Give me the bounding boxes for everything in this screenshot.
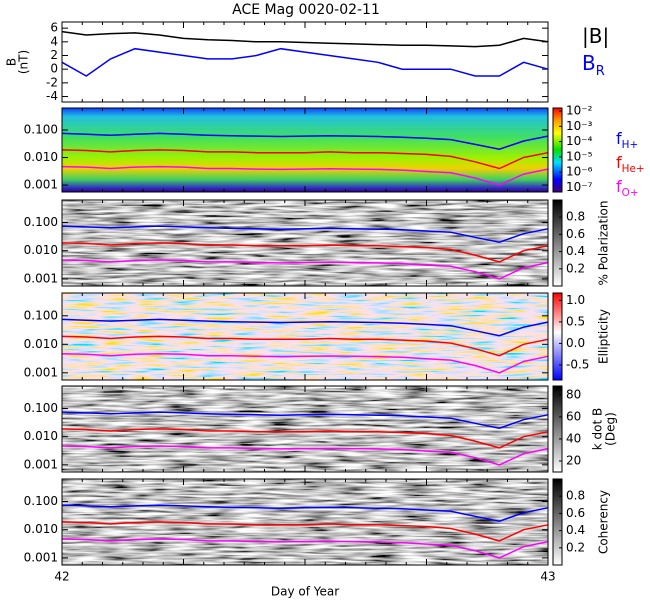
- plot-frame: [61, 478, 549, 566]
- series-line: [61, 521, 549, 542]
- plot-frame: [61, 107, 549, 193]
- y-tick-label: 0.001: [24, 457, 58, 471]
- y-tick-label: 0: [50, 62, 58, 76]
- colorbar-tick-label: 10⁻²: [566, 104, 593, 118]
- legend-subscript: He+: [622, 163, 645, 175]
- series-line: [61, 259, 549, 280]
- chart-title: ACE Mag 0020-02-11: [232, 2, 380, 18]
- colorbar-tick-label: 10⁻⁷: [566, 180, 593, 194]
- legend-subscript: R: [596, 64, 605, 79]
- colorbar-tick-label: 0.0: [566, 336, 585, 350]
- colorbar-label: k dot B: [591, 408, 605, 450]
- series-line: [61, 352, 549, 374]
- legend-name: f: [616, 177, 622, 196]
- colorbar: [552, 478, 563, 566]
- x-axis-label: Day of Year: [271, 585, 339, 599]
- legend-subscript: O+: [622, 187, 639, 199]
- plot-frame: [61, 199, 549, 287]
- y-tick-label: 0.100: [24, 494, 58, 508]
- colorbar-label: Coherency: [597, 490, 611, 554]
- series-line: [61, 504, 549, 522]
- colorbar-tick-label: 0.2: [566, 261, 585, 275]
- colorbar: [552, 107, 563, 193]
- y-tick-label: 6: [50, 21, 58, 35]
- colorbar-tick-label: 0.4: [566, 523, 585, 537]
- series-line: [61, 411, 549, 429]
- series-line: [61, 318, 549, 337]
- y-tick-label: 4: [50, 34, 58, 48]
- colorbar-label: % Polarization: [597, 201, 611, 286]
- y-tick-label: 0.100: [24, 401, 58, 415]
- legend-subscript: H+: [622, 139, 639, 151]
- colorbar-tick-label: 1.0: [566, 293, 585, 307]
- series-line: [61, 335, 549, 357]
- x-tick-label: 42: [54, 570, 69, 584]
- colorbar-tick-label: 10⁻⁶: [566, 165, 593, 179]
- legend-label: |B|: [582, 24, 609, 48]
- legend-label: fO+: [616, 177, 639, 200]
- series-line: [61, 132, 549, 150]
- series-line: [61, 538, 549, 559]
- plot-frame: [61, 385, 549, 473]
- legend-name: f: [616, 129, 622, 148]
- colorbar: [552, 385, 563, 473]
- series-line: [61, 445, 549, 466]
- colorbar-tick-label: 80: [566, 387, 581, 401]
- y-tick-label: 0.010: [24, 429, 58, 443]
- y-tick-label: 0.001: [24, 365, 58, 379]
- colorbar-tick-label: 0.6: [566, 506, 585, 520]
- colorbar-tick-label: 0.8: [566, 210, 585, 224]
- y-tick-label: 0.001: [24, 271, 58, 285]
- y-tick-label: 0.010: [24, 150, 58, 164]
- colorbar-tick-label: 60: [566, 409, 581, 423]
- legend-name: f: [616, 153, 622, 172]
- legend-name: |B|: [582, 24, 609, 48]
- legend-label: fH+: [616, 129, 638, 152]
- series-line: [61, 428, 549, 449]
- colorbar-tick-label: 40: [566, 431, 581, 445]
- y-axis-label: (nT): [17, 50, 31, 74]
- legend-label: BR: [582, 51, 605, 80]
- series-line: [61, 149, 549, 170]
- colorbar-tick-label: -0.5: [566, 357, 589, 371]
- series-line: [61, 242, 549, 263]
- y-tick-label: -4: [46, 89, 58, 103]
- colorbar-tick-label: 0.4: [566, 244, 585, 258]
- colorbar-tick-label: 10⁻³: [566, 119, 593, 133]
- y-tick-label: 0.001: [24, 178, 58, 192]
- plot-frame: [61, 21, 549, 103]
- y-tick-label: 0.010: [24, 522, 58, 536]
- colorbar-label: (Deg): [604, 412, 618, 446]
- x-tick-label: 43: [540, 570, 555, 584]
- colorbar: [552, 292, 563, 381]
- y-tick-label: 0.100: [24, 215, 58, 229]
- y-tick-label: 0.100: [24, 308, 58, 322]
- colorbar-tick-label: 10⁻⁴: [566, 134, 593, 148]
- series-line: [61, 225, 549, 243]
- y-tick-label: 0.001: [24, 550, 58, 564]
- legend-name: B: [582, 51, 596, 75]
- colorbar-tick-label: 10⁻⁵: [566, 149, 593, 163]
- plot-frame: [61, 292, 549, 381]
- y-tick-label: 0.010: [24, 337, 58, 351]
- legend-label: fHe+: [616, 153, 645, 176]
- series-line: [61, 47, 549, 77]
- colorbar-tick-label: 0.5: [566, 314, 585, 328]
- y-tick-label: 0.010: [24, 243, 58, 257]
- y-tick-label: -2: [46, 75, 58, 89]
- colorbar-tick-label: 20: [566, 453, 581, 467]
- y-axis-label: B: [5, 58, 19, 66]
- series-line: [61, 165, 549, 186]
- colorbar-label: Ellipticity: [597, 309, 611, 364]
- series-line: [61, 30, 549, 48]
- colorbar-tick-label: 0.6: [566, 227, 585, 241]
- colorbar: [552, 199, 563, 287]
- y-tick-label: 0.100: [24, 123, 58, 137]
- y-tick-label: 2: [50, 48, 58, 62]
- colorbar-tick-label: 0.8: [566, 489, 585, 503]
- colorbar-tick-label: 0.2: [566, 540, 585, 554]
